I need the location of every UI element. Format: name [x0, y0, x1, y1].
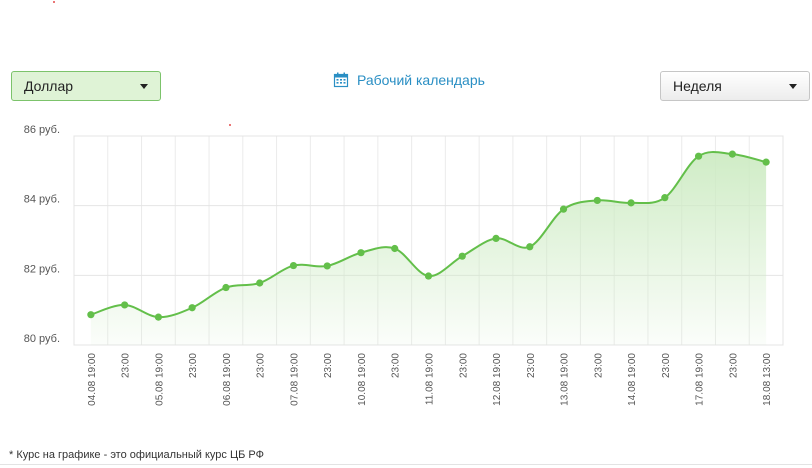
- x-tick-label: 11.08 19:00: [425, 353, 436, 406]
- chart-area: [90, 151, 767, 345]
- data-point: [188, 304, 196, 312]
- x-tick-label: 23:00: [526, 353, 537, 378]
- data-point: [526, 243, 534, 251]
- x-tick-label: 10.08 19:00: [357, 353, 368, 406]
- currency-select-value: Доллар: [24, 78, 74, 94]
- y-tick-label: 80 руб.: [24, 333, 60, 345]
- data-point: [256, 279, 264, 287]
- data-point: [762, 158, 770, 166]
- y-tick-label: 84 руб.: [24, 194, 60, 206]
- data-point: [87, 311, 95, 319]
- y-axis-labels: 86 руб. 84 руб. 82 руб. 80 руб.: [24, 124, 60, 345]
- chart-footnote: * Курс на графике - это официальный курс…: [9, 449, 264, 461]
- data-point: [627, 199, 635, 207]
- period-select-value: Неделя: [673, 78, 722, 94]
- decorative-dot: [53, 1, 55, 3]
- data-point: [323, 262, 331, 270]
- data-point: [728, 150, 736, 158]
- data-point: [357, 249, 365, 257]
- data-point: [121, 301, 129, 309]
- data-point: [661, 194, 669, 202]
- data-point: [391, 244, 399, 253]
- chevron-down-icon: [140, 84, 148, 89]
- x-tick-label: 18.08 13:00: [762, 353, 773, 406]
- period-select[interactable]: Неделя: [660, 71, 810, 101]
- x-tick-label: 23:00: [323, 353, 334, 378]
- exchange-rate-chart: 86 руб. 84 руб. 82 руб. 80 руб. 04.08 19:00…: [24, 124, 784, 406]
- data-point: [222, 283, 230, 292]
- x-tick-label: 23:00: [458, 353, 469, 378]
- data-point: [424, 272, 433, 280]
- x-tick-label: 23:00: [121, 353, 132, 378]
- data-point: [458, 252, 466, 260]
- chevron-down-icon: [789, 84, 797, 89]
- x-tick-label: 17.08 19:00: [695, 353, 706, 406]
- y-tick-label: 82 руб.: [24, 263, 60, 275]
- chart-points: [87, 150, 770, 321]
- x-tick-label: 04.08 19:00: [87, 353, 98, 406]
- data-point: [694, 152, 703, 160]
- data-point: [593, 196, 601, 205]
- x-tick-label: 23:00: [593, 353, 604, 378]
- currency-select[interactable]: Доллар: [11, 71, 161, 101]
- x-tick-label: 05.08 19:00: [154, 353, 165, 406]
- x-tick-label: 07.08 19:00: [289, 353, 300, 406]
- data-point: [154, 313, 163, 321]
- y-tick-label: 86 руб.: [24, 124, 60, 136]
- x-tick-label: 23:00: [188, 353, 199, 378]
- x-axis-labels: 04.08 19:00 23:00 05.08 19:00 23:00 06.08 19…: [87, 353, 773, 406]
- calendar-icon: [333, 72, 349, 88]
- data-point: [559, 205, 568, 213]
- x-tick-label: 23:00: [728, 353, 739, 378]
- work-calendar-link[interactable]: Рабочий календарь: [333, 70, 485, 90]
- area-fill: [90, 152, 767, 345]
- data-point: [289, 261, 298, 270]
- x-tick-label: 23:00: [661, 353, 672, 378]
- x-tick-label: 13.08 19:00: [560, 353, 571, 406]
- decorative-dot: [229, 124, 231, 126]
- divider: [0, 464, 812, 465]
- data-point: [492, 234, 500, 243]
- x-tick-label: 06.08 19:00: [222, 353, 233, 406]
- x-tick-label: 14.08 19:00: [627, 353, 638, 406]
- work-calendar-link-label: Рабочий календарь: [357, 72, 485, 88]
- x-tick-label: 23:00: [256, 353, 267, 378]
- x-tick-label: 23:00: [391, 353, 402, 378]
- x-tick-label: 12.08 19:00: [492, 353, 503, 406]
